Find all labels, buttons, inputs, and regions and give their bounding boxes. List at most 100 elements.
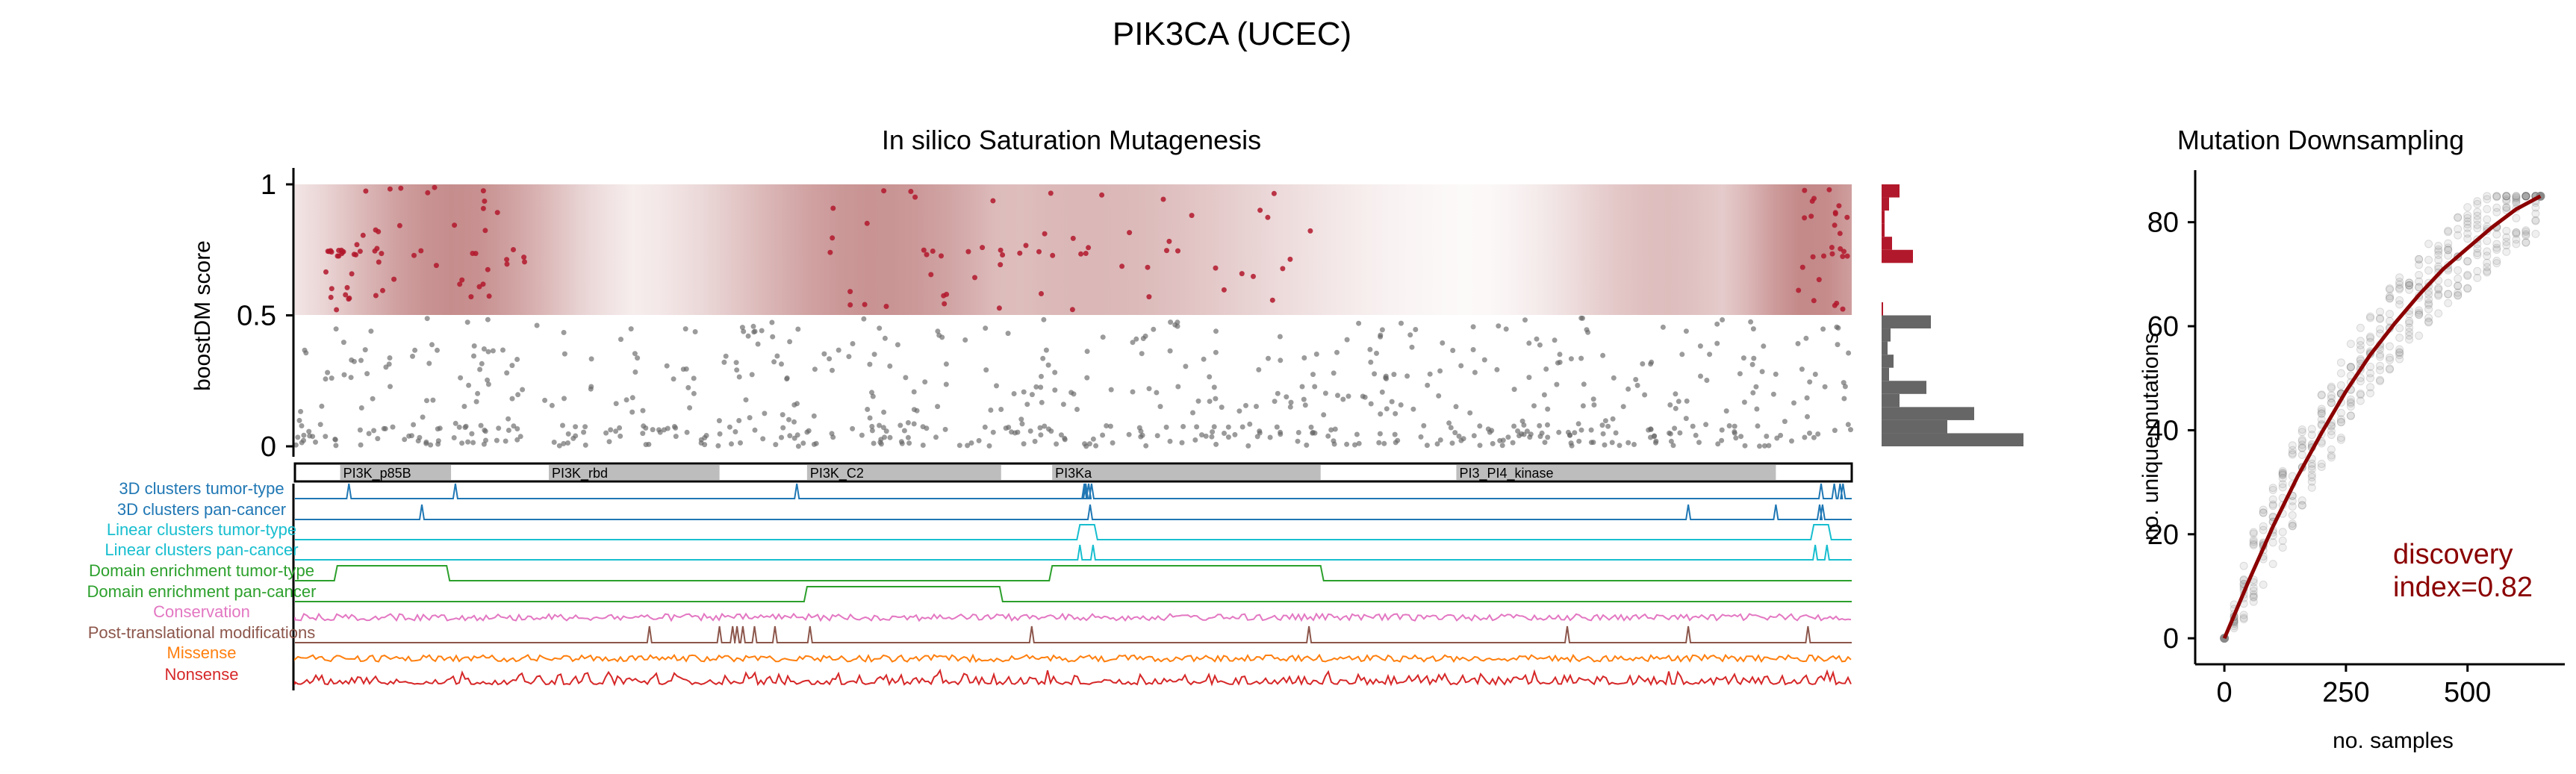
passenger-point: [479, 361, 485, 366]
passenger-point: [717, 431, 723, 437]
downsample-point: [2386, 316, 2394, 325]
downsample-point: [2366, 312, 2374, 321]
downsample-point: [2366, 362, 2374, 371]
downsample-point: [2444, 226, 2453, 235]
passenger-point: [870, 393, 876, 399]
driver-point: [1832, 210, 1838, 216]
passenger-point: [366, 431, 372, 437]
passenger-point: [1470, 347, 1476, 352]
downsample-point: [2346, 363, 2355, 372]
driver-point: [998, 262, 1004, 268]
downsample-point: [2278, 480, 2287, 489]
passenger-point: [1039, 399, 1045, 405]
passenger-point: [1301, 355, 1307, 361]
downsample-point: [2317, 405, 2326, 413]
passenger-point: [1038, 432, 1044, 438]
downsample-point: [2249, 537, 2258, 546]
downsample-point: [2463, 217, 2472, 226]
passenger-point: [1588, 427, 1594, 433]
track-label: Linear clusters pan-cancer: [105, 540, 298, 559]
passenger-point: [1060, 402, 1066, 408]
downsample-point: [2307, 465, 2316, 474]
passenger-point: [786, 416, 791, 422]
driver-point: [827, 249, 833, 255]
passenger-point: [420, 414, 426, 420]
driver-point: [1127, 230, 1133, 236]
downsample-point: [2473, 220, 2482, 229]
passenger-point: [1715, 441, 1721, 447]
downsample-point: [2444, 299, 2453, 308]
passenger-point: [673, 434, 679, 440]
downsample-point: [2434, 309, 2443, 318]
downsample-point: [2376, 329, 2384, 338]
passenger-point: [1277, 334, 1283, 340]
passenger-point: [1640, 361, 1646, 366]
passenger-point: [329, 375, 335, 381]
downsampling-panel-title: Mutation Downsampling: [2177, 125, 2464, 155]
passenger-point: [752, 427, 758, 433]
passenger-point: [1308, 424, 1314, 430]
downsample-point: [2405, 278, 2414, 287]
passenger-point: [1822, 384, 1828, 390]
passenger-point: [1254, 404, 1259, 409]
passenger-point: [1552, 337, 1558, 343]
downsample-point: [2376, 377, 2384, 386]
driver-point: [411, 252, 417, 258]
downsample-point: [2278, 470, 2287, 479]
downsample-point: [2424, 305, 2433, 313]
passenger-point: [827, 356, 833, 362]
downsample-point: [2268, 484, 2277, 493]
driver-point: [942, 301, 948, 307]
passenger-point: [1133, 336, 1139, 342]
downsample-point: [2259, 505, 2268, 514]
passenger-point: [859, 432, 865, 438]
driver-point: [1036, 249, 1042, 255]
driver-point: [511, 247, 516, 252]
driver-point: [1811, 298, 1817, 304]
passenger-point: [882, 335, 888, 341]
passenger-point: [485, 377, 491, 383]
driver-point: [1119, 263, 1125, 269]
passenger-point: [1367, 346, 1373, 352]
downsample-point: [2346, 402, 2355, 411]
passenger-point: [534, 322, 540, 328]
downsample-point: [2512, 240, 2521, 249]
driver-point: [980, 245, 986, 251]
passenger-point: [1572, 430, 1578, 436]
passenger-point: [1011, 391, 1017, 396]
downsample-point: [2444, 290, 2453, 299]
driver-point: [1145, 264, 1151, 270]
passenger-point: [1505, 434, 1511, 440]
passenger-point: [1356, 440, 1362, 446]
driver-point: [360, 232, 366, 238]
downsample-point: [2521, 192, 2530, 201]
downsample-point: [2405, 281, 2414, 290]
passenger-point: [556, 443, 562, 449]
driver-point: [482, 228, 488, 234]
downsampling-y-tick-label: 20: [2147, 519, 2179, 551]
downsample-point: [2356, 377, 2365, 386]
driver-point: [1802, 187, 1808, 193]
downsample-point: [2288, 521, 2297, 530]
downsample-point: [2415, 283, 2424, 292]
passenger-point: [1610, 416, 1616, 422]
downsample-point: [2288, 511, 2297, 519]
downsample-point: [2317, 410, 2326, 418]
driver-point: [1213, 265, 1219, 271]
passenger-point: [1287, 404, 1293, 410]
passenger-point: [1673, 405, 1679, 411]
boostdm-y-ticks: 00.51: [237, 169, 293, 463]
downsample-point: [2405, 281, 2414, 290]
passenger-point: [1052, 369, 1058, 375]
downsample-point: [2268, 560, 2277, 569]
passenger-point: [1515, 428, 1521, 434]
passenger-point: [1802, 434, 1808, 440]
passenger-point: [1225, 434, 1231, 440]
downsample-point: [2346, 340, 2355, 349]
passenger-point: [1580, 403, 1586, 409]
downsample-point: [2307, 477, 2316, 486]
downsample-point: [2424, 301, 2433, 309]
passenger-point: [905, 434, 911, 440]
driver-point: [459, 277, 465, 283]
downsample-point: [2386, 293, 2394, 302]
